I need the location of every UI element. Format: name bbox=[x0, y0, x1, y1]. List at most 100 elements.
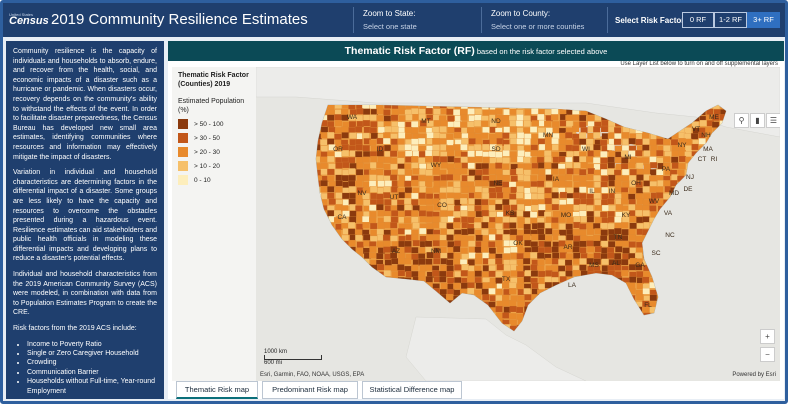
county-patch[interactable] bbox=[558, 156, 567, 163]
county-patch[interactable] bbox=[376, 241, 385, 248]
county-patch[interactable] bbox=[551, 222, 559, 229]
county-patch[interactable] bbox=[649, 156, 657, 163]
county-patch[interactable] bbox=[579, 193, 587, 200]
county-patch[interactable] bbox=[495, 108, 503, 115]
county-patch[interactable] bbox=[482, 143, 490, 151]
county-patch[interactable] bbox=[509, 199, 517, 206]
county-patch[interactable] bbox=[383, 169, 392, 177]
county-patch[interactable] bbox=[537, 150, 545, 157]
county-patch[interactable] bbox=[586, 258, 594, 265]
county-patch[interactable] bbox=[453, 109, 461, 116]
county-patch[interactable] bbox=[342, 169, 350, 177]
county-patch[interactable] bbox=[593, 258, 601, 265]
county-patch[interactable] bbox=[446, 270, 454, 278]
county-patch[interactable] bbox=[592, 157, 601, 164]
county-patch[interactable] bbox=[474, 205, 482, 212]
county-patch[interactable] bbox=[586, 143, 594, 151]
county-patch[interactable] bbox=[440, 252, 448, 260]
county-patch[interactable] bbox=[593, 132, 601, 139]
county-patch[interactable] bbox=[440, 162, 448, 169]
county-patch[interactable] bbox=[482, 216, 491, 223]
county-patch[interactable] bbox=[573, 216, 581, 223]
county-patch[interactable] bbox=[377, 175, 385, 182]
county-patch[interactable] bbox=[516, 132, 525, 139]
county-patch[interactable] bbox=[349, 192, 357, 200]
county-patch[interactable] bbox=[320, 162, 328, 170]
county-patch[interactable] bbox=[558, 229, 567, 236]
county-patch[interactable] bbox=[362, 120, 371, 127]
county-patch[interactable] bbox=[608, 180, 616, 187]
county-patch[interactable] bbox=[586, 240, 594, 247]
county-patch[interactable] bbox=[327, 192, 335, 199]
county-patch[interactable] bbox=[405, 156, 413, 163]
county-patch[interactable] bbox=[565, 120, 574, 127]
county-patch[interactable] bbox=[377, 264, 385, 271]
county-patch[interactable] bbox=[566, 168, 574, 175]
county-patch[interactable] bbox=[537, 222, 545, 229]
county-patch[interactable] bbox=[503, 109, 511, 116]
county-patch[interactable] bbox=[601, 186, 609, 194]
county-patch[interactable] bbox=[523, 120, 531, 127]
county-patch[interactable] bbox=[544, 246, 552, 254]
county-patch[interactable] bbox=[454, 271, 462, 278]
county-patch[interactable] bbox=[424, 240, 433, 248]
county-patch[interactable] bbox=[628, 282, 636, 289]
county-patch[interactable] bbox=[320, 132, 329, 139]
county-patch[interactable] bbox=[551, 198, 560, 205]
county-patch[interactable] bbox=[515, 235, 524, 242]
county-patch[interactable] bbox=[474, 270, 482, 277]
county-patch[interactable] bbox=[383, 109, 391, 116]
county-patch[interactable] bbox=[515, 168, 524, 175]
county-patch[interactable] bbox=[418, 126, 426, 133]
county-patch[interactable] bbox=[459, 168, 468, 175]
county-patch[interactable] bbox=[565, 270, 573, 277]
county-patch[interactable] bbox=[481, 229, 489, 236]
county-patch[interactable] bbox=[502, 216, 510, 223]
county-patch[interactable] bbox=[334, 120, 343, 127]
county-patch[interactable] bbox=[454, 277, 462, 284]
county-patch[interactable] bbox=[635, 138, 643, 146]
county-patch[interactable] bbox=[495, 258, 503, 265]
county-patch[interactable] bbox=[341, 126, 349, 133]
county-patch[interactable] bbox=[432, 138, 440, 145]
county-patch[interactable] bbox=[489, 138, 497, 145]
county-patch[interactable] bbox=[495, 223, 503, 230]
county-patch[interactable] bbox=[418, 151, 427, 158]
county-patch[interactable] bbox=[544, 222, 553, 229]
county-patch[interactable] bbox=[594, 246, 603, 253]
county-patch[interactable] bbox=[446, 234, 454, 241]
county-patch[interactable] bbox=[488, 282, 496, 289]
county-patch[interactable] bbox=[376, 108, 384, 115]
census-logo[interactable]: United States Census bbox=[9, 12, 49, 28]
county-patch[interactable] bbox=[552, 210, 561, 218]
county-patch[interactable] bbox=[348, 239, 356, 247]
county-patch[interactable] bbox=[341, 132, 349, 139]
county-patch[interactable] bbox=[348, 127, 356, 134]
county-patch[interactable] bbox=[418, 175, 426, 182]
county-patch[interactable] bbox=[467, 108, 475, 115]
county-patch[interactable] bbox=[482, 126, 490, 134]
county-patch[interactable] bbox=[613, 264, 622, 271]
county-patch[interactable] bbox=[531, 108, 539, 115]
county-patch[interactable] bbox=[502, 234, 510, 241]
county-patch[interactable] bbox=[404, 169, 413, 177]
county-patch[interactable] bbox=[475, 210, 483, 218]
county-patch[interactable] bbox=[460, 181, 468, 188]
county-patch[interactable] bbox=[530, 175, 538, 182]
county-patch[interactable] bbox=[544, 150, 552, 157]
county-patch[interactable] bbox=[551, 217, 559, 224]
county-patch[interactable] bbox=[593, 169, 602, 176]
county-patch[interactable] bbox=[461, 228, 469, 236]
county-patch[interactable] bbox=[607, 216, 615, 223]
county-patch[interactable] bbox=[453, 120, 462, 128]
county-patch[interactable] bbox=[481, 209, 489, 217]
county-patch[interactable] bbox=[678, 163, 686, 170]
county-patch[interactable] bbox=[419, 186, 427, 193]
county-patch[interactable] bbox=[341, 150, 350, 157]
county-patch[interactable] bbox=[426, 132, 434, 139]
county-patch[interactable] bbox=[515, 120, 524, 127]
county-patch[interactable] bbox=[440, 282, 448, 290]
county-patch[interactable] bbox=[579, 169, 587, 176]
county-patch[interactable] bbox=[705, 127, 713, 134]
county-patch[interactable] bbox=[382, 137, 391, 145]
